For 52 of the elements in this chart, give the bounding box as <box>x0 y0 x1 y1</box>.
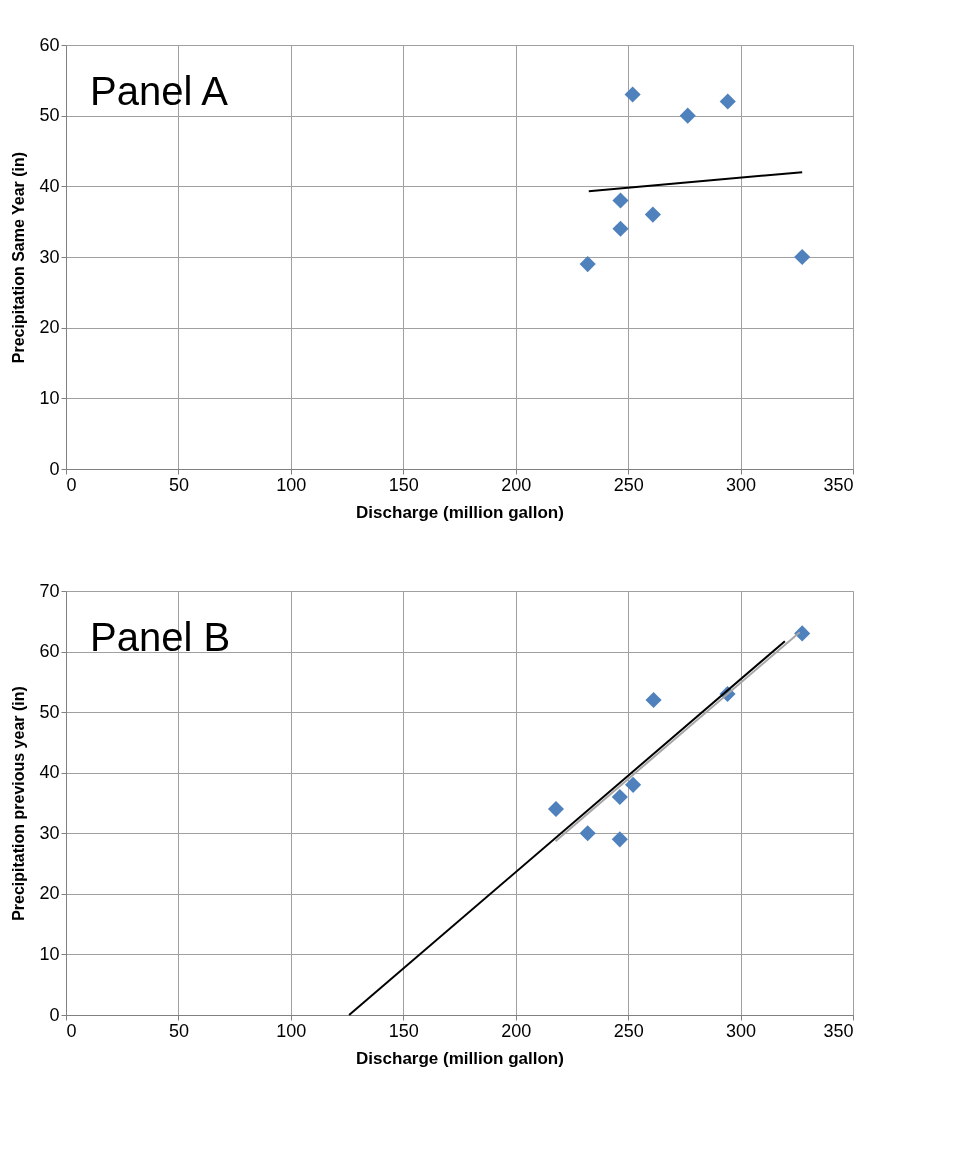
y-axis-title: Precipitation previous year (in) <box>10 686 28 921</box>
point <box>624 86 641 103</box>
point <box>579 256 596 273</box>
x-tick-label: 200 <box>501 1020 532 1041</box>
y-tick-label: 0 <box>49 1004 60 1025</box>
point <box>794 625 811 642</box>
x-tick-label: 300 <box>726 1020 757 1041</box>
x-tick-label: 100 <box>276 1020 307 1041</box>
y-tick-label: 50 <box>39 105 60 126</box>
point <box>547 801 565 818</box>
y-tick-label: 0 <box>49 458 60 479</box>
point <box>719 93 736 110</box>
point <box>612 192 629 209</box>
point <box>644 206 661 223</box>
point <box>579 825 596 842</box>
y-tick-label: 20 <box>39 883 60 904</box>
x-tick-label: 0 <box>66 474 77 495</box>
y-tick-label: 20 <box>39 317 60 338</box>
y-tick-label: 60 <box>39 641 60 662</box>
x-axis-title: Discharge (million gallon) <box>356 1048 564 1068</box>
point <box>611 831 628 848</box>
x-tick-label: 0 <box>66 1020 77 1041</box>
annotation: Panel B <box>90 615 231 659</box>
x-tick-label: 300 <box>726 474 757 495</box>
y-tick-label: 70 <box>39 580 60 601</box>
point <box>625 776 642 793</box>
x-tick-label: 50 <box>168 474 189 495</box>
x-tick-label: 150 <box>388 474 419 495</box>
x-axis-title: Discharge (million gallon) <box>356 502 564 522</box>
x-tick-label: 350 <box>823 474 854 495</box>
x-tick-label: 200 <box>501 474 532 495</box>
y-tick-label: 40 <box>39 175 60 196</box>
point <box>645 691 662 709</box>
y-tick-label: 60 <box>39 34 60 55</box>
y-tick-label: 30 <box>39 246 60 267</box>
x-tick-label: 250 <box>613 1020 644 1041</box>
x-tick-label: 50 <box>168 1020 189 1041</box>
point <box>612 220 629 237</box>
y-tick-label: 40 <box>39 762 60 783</box>
x-tick-label: 150 <box>388 1020 419 1041</box>
x-tick-label: 350 <box>823 1020 854 1041</box>
y-tick-label: 30 <box>39 822 60 843</box>
y-axis-title: Precipitation Same Year (in) <box>10 151 28 364</box>
annotation: Panel A <box>90 69 229 113</box>
y-tick-label: 50 <box>39 701 60 722</box>
x-tick-label: 100 <box>276 474 307 495</box>
point <box>794 248 811 266</box>
y-tick-label: 10 <box>39 387 60 408</box>
y-tick-label: 10 <box>39 943 60 964</box>
x-tick-label: 250 <box>613 474 644 495</box>
point <box>679 107 696 124</box>
point <box>611 788 628 805</box>
